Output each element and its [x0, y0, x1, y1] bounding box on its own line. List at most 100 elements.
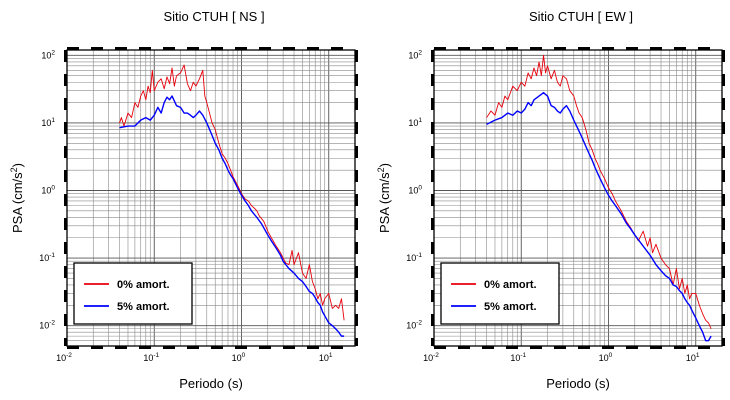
frame-segment	[530, 47, 542, 50]
series-line-damping-5	[486, 92, 712, 342]
x-axis-label: Periodo (s)	[179, 376, 243, 391]
frame-segment	[722, 170, 725, 182]
y-tick-exponent: 1	[51, 117, 55, 124]
frame-segment	[482, 346, 494, 349]
legend-label: 0% amort.	[484, 279, 537, 291]
frame-segment	[235, 47, 247, 50]
frame-segment	[431, 218, 434, 230]
frame-segment	[355, 122, 358, 134]
frame-segment	[431, 74, 434, 86]
frame-segment	[67, 346, 79, 349]
frame-segment	[355, 290, 358, 302]
x-tick-exponent: 0	[242, 352, 246, 359]
x-tick-label: 10-2	[56, 352, 72, 363]
series-line-damping-0	[486, 54, 712, 329]
frame-segment	[530, 346, 542, 349]
y-tick-exponent: -2	[49, 320, 55, 327]
frame-segment	[115, 346, 127, 349]
frame-segment	[698, 47, 710, 50]
y-tick-label: 101	[408, 117, 422, 128]
y-axis-label: PSA (cm/s2)	[9, 163, 25, 233]
frame-segment	[431, 338, 434, 346]
legend-label: 5% amort.	[484, 301, 537, 313]
y-tick-exponent: 0	[418, 185, 422, 192]
frame-segment	[434, 346, 446, 349]
legend-box	[440, 262, 560, 325]
frame-segment	[698, 346, 710, 349]
frame-segment	[64, 146, 67, 158]
frame-segment	[355, 338, 358, 346]
frame-segment	[722, 98, 725, 110]
chart-title: Sitio CTUH [ NS ]	[163, 9, 264, 24]
frame-segment	[482, 47, 494, 50]
x-tick-exponent: 0	[609, 352, 613, 359]
x-tick-exponent: -2	[66, 352, 72, 359]
frame-segment	[722, 50, 725, 62]
y-tick-label: 102	[41, 49, 55, 60]
frame-segment	[307, 47, 319, 50]
frame-segment	[722, 122, 725, 134]
x-tick-exponent: -1	[153, 352, 159, 359]
x-tick-label: 10-1	[143, 352, 159, 363]
x-tick-label: 10-1	[510, 352, 526, 363]
x-tick-label: 100	[599, 352, 613, 363]
y-label-exponent: 2	[9, 167, 19, 172]
frame-segment	[331, 47, 343, 50]
frame-segment	[578, 346, 590, 349]
legend: 0% amort. 5% amort.	[73, 262, 193, 325]
frame-segment	[211, 47, 223, 50]
frame-segment	[307, 346, 319, 349]
y-label-close: )	[377, 163, 392, 167]
y-tick-exponent: -1	[49, 252, 55, 259]
y-label-close: )	[10, 163, 25, 167]
legend-label: 5% amort.	[117, 301, 170, 313]
frame-segment	[64, 242, 67, 254]
frame-segment	[431, 146, 434, 158]
frame-segment	[235, 346, 247, 349]
frame-segment	[458, 346, 470, 349]
y-tick-label: 100	[408, 185, 422, 196]
frame-segment	[434, 47, 446, 50]
frame-segment	[115, 47, 127, 50]
frame-segment	[554, 346, 566, 349]
y-tick-exponent: 2	[418, 49, 422, 56]
y-label-main: PSA (cm/s	[377, 172, 392, 233]
frame-segment	[355, 266, 358, 278]
frame-segment	[355, 218, 358, 230]
frame-segment	[431, 170, 434, 182]
frame-segment	[64, 218, 67, 230]
grid	[66, 50, 356, 347]
frame-segment	[355, 50, 358, 62]
y-tick-exponent: -2	[416, 320, 422, 327]
y-tick-exponent: -1	[416, 252, 422, 259]
frame-segment	[431, 242, 434, 254]
plot-frame	[64, 47, 358, 349]
frame-segment	[674, 346, 686, 349]
frame-segment	[355, 194, 358, 206]
frame-segment	[91, 346, 103, 349]
frame-segment	[64, 122, 67, 134]
y-tick-exponent: 1	[418, 117, 422, 124]
frame-segment	[64, 290, 67, 302]
frame-segment	[722, 242, 725, 254]
frame-segment	[163, 346, 175, 349]
series-line-damping-0	[119, 64, 345, 321]
x-tick-exponent: 1	[696, 352, 700, 359]
frame-segment	[64, 74, 67, 86]
frame-segment	[259, 346, 271, 349]
frame-segment	[283, 47, 295, 50]
frame-segment	[431, 194, 434, 206]
frame-segment	[259, 47, 271, 50]
frame-segment	[650, 346, 662, 349]
frame-segment	[431, 314, 434, 326]
frame-segment	[722, 74, 725, 86]
y-tick-label: 102	[408, 49, 422, 60]
x-tick-label: 101	[319, 352, 333, 363]
frame-segment	[506, 47, 518, 50]
x-tick-label: 101	[686, 352, 700, 363]
frame-segment	[602, 346, 614, 349]
frame-segment	[578, 47, 590, 50]
